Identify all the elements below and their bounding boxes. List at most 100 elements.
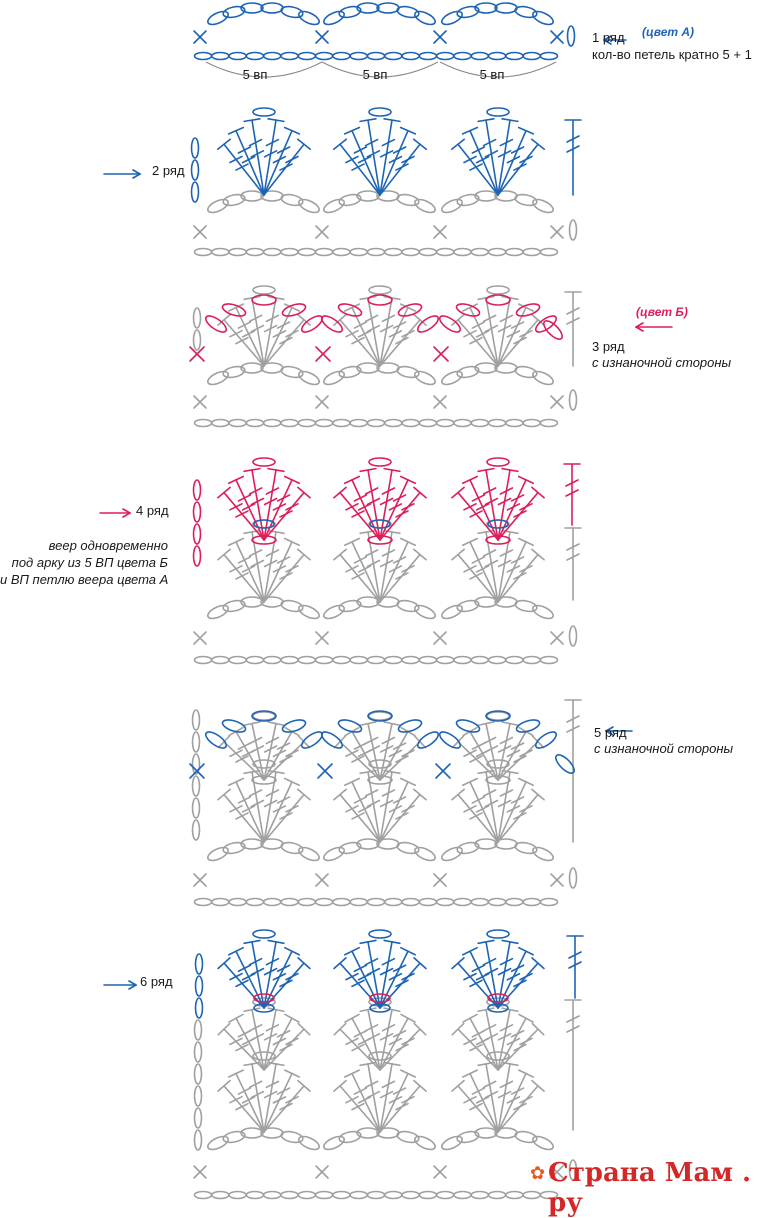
- foundation-chain-stitch: [487, 51, 507, 61]
- fan-top-chain: [486, 711, 510, 721]
- yarn-over-mark: [248, 549, 263, 557]
- yarn-over-mark: [285, 1095, 299, 1104]
- yarn-over-mark: [250, 324, 265, 333]
- double-crochet-stem: [235, 541, 265, 603]
- yarn-over-mark: [272, 1037, 287, 1046]
- yarn-over-mark: [248, 957, 263, 966]
- double-crochet-stem: [497, 119, 511, 196]
- yarn-over-mark: [506, 972, 521, 981]
- foundation-chain-stitch: [453, 655, 472, 665]
- chain-arch-stitch: [441, 846, 463, 862]
- chain-arch-stitch: [320, 731, 344, 749]
- chain-arch-stitch: [280, 1130, 304, 1144]
- yarn-over-mark: [463, 972, 477, 981]
- double-crochet-stem: [339, 1028, 381, 1071]
- foundation-chain-stitch: [245, 897, 265, 907]
- yarn-over-mark: [566, 307, 580, 315]
- arrow-left-icon: [605, 726, 614, 732]
- double-crochet-stem: [497, 730, 527, 781]
- chain-arch-stitch: [281, 303, 307, 317]
- foundation-chain-stitch: [505, 1190, 524, 1200]
- yarn-over-mark: [395, 755, 409, 763]
- single-crochet-mark: [433, 631, 447, 645]
- yarn-over-mark: [351, 979, 365, 988]
- yarn-over-mark: [568, 951, 582, 959]
- chain-arch-stitch: [323, 1135, 345, 1151]
- chain-arch-stitch: [251, 710, 277, 722]
- foundation-chain-stitch: [453, 1190, 472, 1200]
- double-crochet-stem: [235, 306, 265, 367]
- double-crochet-stem: [263, 143, 305, 196]
- double-crochet-stem: [485, 119, 499, 196]
- double-crochet-cap: [461, 777, 479, 787]
- double-crochet-stem: [379, 129, 409, 196]
- single-crochet-mark: [435, 763, 451, 779]
- single-crochet-mark: [433, 346, 449, 362]
- double-crochet-stem: [379, 479, 409, 541]
- double-crochet-stem: [497, 1008, 511, 1071]
- double-crochet-stem: [497, 541, 527, 603]
- double-crochet-stem: [485, 771, 499, 843]
- yarn-over-mark: [351, 1043, 365, 1052]
- chain-arch-stitch: [204, 315, 228, 333]
- foundation-chain-stitch: [401, 51, 420, 61]
- double-crochet-cap: [297, 1022, 311, 1036]
- foundation-chain-stitch: [228, 51, 247, 61]
- chain-arch-stitch: [456, 365, 480, 379]
- yarn-over-mark: [469, 1043, 483, 1052]
- double-crochet-stem: [485, 531, 499, 603]
- yarn-over-mark: [401, 329, 415, 338]
- chain-stitch: [543, 320, 563, 340]
- foundation-chain-stitch: [245, 247, 265, 257]
- single-crochet-mark: [550, 395, 564, 409]
- chain-arch-stitch: [441, 10, 463, 26]
- double-crochet-cap: [283, 1069, 301, 1078]
- chain-arch-stitch: [207, 10, 229, 26]
- yarn-over-mark: [395, 510, 409, 518]
- yarn-over-mark: [519, 749, 533, 758]
- foundation-chain-stitch: [505, 247, 524, 257]
- chain-stitch: [568, 625, 578, 647]
- yarn-over-mark: [463, 1037, 477, 1046]
- double-crochet-stem: [351, 129, 381, 196]
- yarn-over-mark: [484, 1033, 499, 1041]
- yarn-over-mark: [353, 1087, 368, 1095]
- yarn-over-mark: [471, 742, 486, 750]
- double-crochet-cap: [400, 946, 416, 956]
- chain-arch-stitch: [323, 198, 345, 214]
- yarn-over-mark: [351, 510, 365, 518]
- foundation-chain-stitch: [211, 247, 230, 257]
- yarn-over-mark: [263, 497, 278, 506]
- double-crochet-cap: [517, 303, 535, 312]
- fan-base-chain: [369, 993, 391, 1003]
- fan-top-chain: [486, 1051, 510, 1061]
- chain-stitch: [555, 754, 575, 774]
- double-crochet-stem: [367, 1008, 381, 1071]
- chain-stitch: [568, 219, 578, 241]
- double-crochet-stem: [457, 143, 499, 196]
- fan-top-chain: [486, 457, 510, 467]
- double-crochet-cap: [359, 721, 377, 727]
- yarn-over-mark: [471, 146, 486, 154]
- yarn-over-mark: [565, 489, 579, 497]
- yarn-over-mark: [469, 510, 483, 518]
- yarn-over-mark: [235, 1102, 249, 1111]
- yarn-over-mark: [395, 336, 409, 345]
- arrow-left-icon: [605, 730, 614, 736]
- double-crochet-stem: [263, 941, 277, 1009]
- yarn-over-mark: [351, 336, 365, 345]
- double-crochet-stem: [485, 1008, 499, 1071]
- yarn-over-mark: [475, 565, 490, 573]
- yarn-over-mark: [235, 510, 249, 518]
- double-crochet-cap: [333, 957, 347, 970]
- double-crochet-cap: [297, 313, 311, 326]
- row4-label: 4 ряд: [136, 503, 169, 518]
- yarn-over-mark: [471, 796, 486, 804]
- yarn-over-mark: [272, 503, 287, 511]
- double-crochet-stem: [263, 1072, 293, 1133]
- double-crochet-stem: [497, 950, 527, 1009]
- yarn-over-mark: [513, 163, 527, 171]
- fan-base-chain: [369, 519, 391, 529]
- double-crochet-cap: [283, 126, 301, 135]
